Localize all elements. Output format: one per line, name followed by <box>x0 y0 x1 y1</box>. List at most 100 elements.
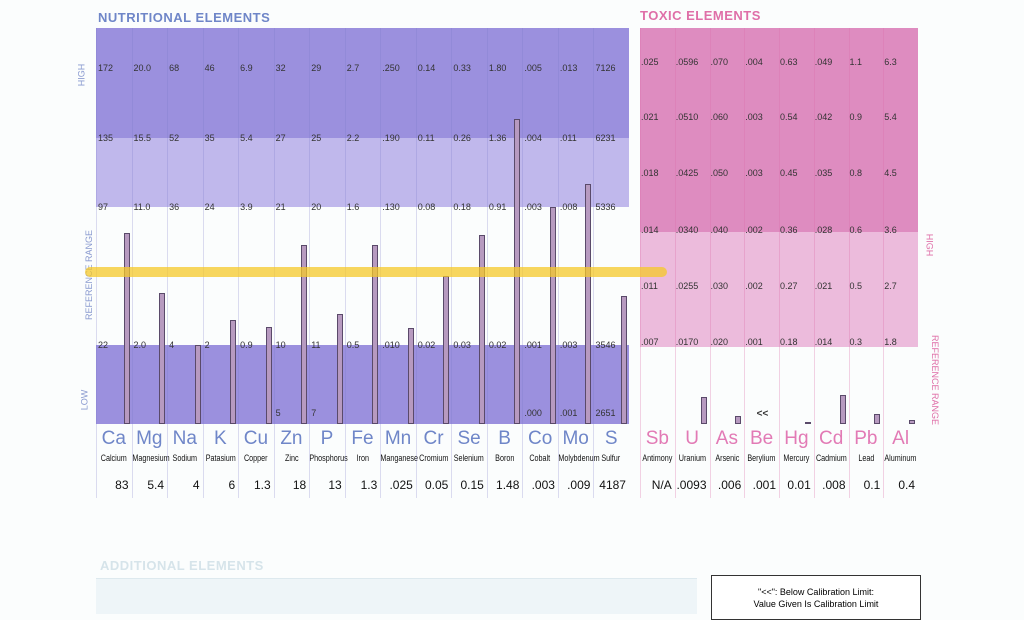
element-symbol: Mo <box>562 428 589 449</box>
element-symbol: Pb <box>854 428 878 449</box>
tick-label: .049 <box>814 57 833 67</box>
tick-label: .040 <box>710 225 729 235</box>
column-divider <box>96 28 97 498</box>
tick-label: .014 <box>641 225 659 235</box>
element-name: Boron <box>495 453 515 463</box>
bar-fe <box>372 244 379 424</box>
element-name: Cadmium <box>815 453 847 463</box>
element-name: Cobalt <box>529 453 551 463</box>
column-divider <box>167 28 169 498</box>
tick-label: .060 <box>710 112 729 122</box>
element-value: 1.3 <box>360 478 378 492</box>
element-name: Aluminum <box>884 453 917 463</box>
element-symbol: S <box>604 428 618 449</box>
element-value: .006 <box>717 478 742 492</box>
tick-label: 97 <box>98 202 109 212</box>
tick-label: .020 <box>710 337 729 347</box>
tick-label: .004 <box>745 57 763 67</box>
element-value: 4 <box>192 478 200 492</box>
bar-cr <box>443 276 450 424</box>
tick-label: .0510 <box>675 112 699 122</box>
element-value: 5.4 <box>147 478 165 492</box>
element-symbol: P <box>320 428 334 449</box>
element-symbol: Cd <box>818 428 844 449</box>
tick-label: 0.91 <box>488 202 507 212</box>
column-divider <box>238 28 240 498</box>
element-name: Sodium <box>172 453 198 463</box>
toxic-title: TOXIC ELEMENTS <box>640 8 761 23</box>
column-divider <box>779 28 780 498</box>
below-limit-marker: << <box>756 408 769 420</box>
column-divider <box>709 28 711 498</box>
tick-label: .003 <box>745 112 763 122</box>
column-divider <box>451 28 453 498</box>
tick-label: 25 <box>311 133 322 143</box>
tick-label: 3.9 <box>240 202 253 212</box>
element-value: .0093 <box>676 478 707 492</box>
tick-label: 0.03 <box>453 340 471 350</box>
bar-k <box>230 319 237 424</box>
tick-label: 6231 <box>595 133 616 143</box>
low-zone <box>96 345 629 424</box>
tick-label: 32 <box>275 63 286 73</box>
tick-label: 0.5 <box>849 281 863 291</box>
legend-line-1: "<<": Below Calibration Limit: <box>758 587 874 597</box>
toxic-axis-label-reference: REFERENCE RANGE <box>930 334 941 426</box>
tick-label: 0.3 <box>849 337 863 347</box>
bar-p <box>336 314 343 424</box>
tick-label: 35 <box>204 133 215 143</box>
bar-cu <box>265 326 272 424</box>
tick-label: 5336 <box>595 202 616 212</box>
element-value: 83 <box>115 478 129 492</box>
bar-ca <box>123 232 130 424</box>
upper-ref-zone <box>96 138 629 207</box>
element-symbol: Zn <box>280 428 303 449</box>
bar-hg <box>804 422 811 424</box>
tick-label: .0340 <box>675 225 699 235</box>
tick-label: 1.6 <box>346 202 360 212</box>
tick-label: 0.6 <box>849 225 863 235</box>
element-value: 1.3 <box>253 478 271 492</box>
tick-label: .011 <box>559 133 577 143</box>
tick-label: 11.0 <box>133 202 151 212</box>
tick-label: .070 <box>710 57 729 67</box>
element-value: 13 <box>328 478 342 492</box>
tick-label: .010 <box>382 340 400 350</box>
element-name: Selenium <box>454 453 485 463</box>
tick-label: 29 <box>311 63 322 73</box>
element-name: Sulfur <box>601 453 621 463</box>
tick-label: 6.9 <box>240 63 253 73</box>
element-symbol: As <box>715 428 738 449</box>
tick-label: 0.45 <box>780 168 798 178</box>
element-symbol: K <box>214 428 227 449</box>
bar-u <box>700 397 707 424</box>
additional-title: ADDITIONAL ELEMENTS <box>100 558 264 573</box>
element-name: Calcium <box>100 453 127 463</box>
element-name: Lead <box>857 453 874 463</box>
tick-label: 2.7 <box>346 63 360 73</box>
additional-grid <box>96 578 697 614</box>
high-zone <box>96 28 629 138</box>
tick-label: 68 <box>169 63 180 73</box>
element-value: .025 <box>389 478 413 492</box>
tick-label: 0.9 <box>849 112 863 122</box>
element-symbol: Mg <box>136 428 163 449</box>
nutritional-panel: NUTRITIONAL ELEMENTS 172 135 97 22 Ca Calcium… <box>96 0 629 500</box>
element-value: 0.01 <box>787 478 811 492</box>
tick-label: 15.5 <box>133 133 152 143</box>
tick-label: 0.02 <box>417 340 436 350</box>
tick-label: 0.18 <box>780 337 798 347</box>
element-value: 4187 <box>599 478 626 492</box>
tick-label: .011 <box>641 281 658 291</box>
element-symbol: Co <box>528 428 553 449</box>
tick-label: 2.0 <box>133 340 147 350</box>
tick-label: 46 <box>204 63 215 73</box>
tick-label: 22 <box>98 340 109 350</box>
tick-label: .001 <box>559 408 578 418</box>
column-divider <box>813 28 815 498</box>
element-symbol: Se <box>457 428 481 449</box>
tick-label: 0.5 <box>346 340 360 350</box>
element-name: Manganese <box>380 453 419 463</box>
element-name: Zinc <box>284 453 299 463</box>
column-divider <box>202 28 204 498</box>
